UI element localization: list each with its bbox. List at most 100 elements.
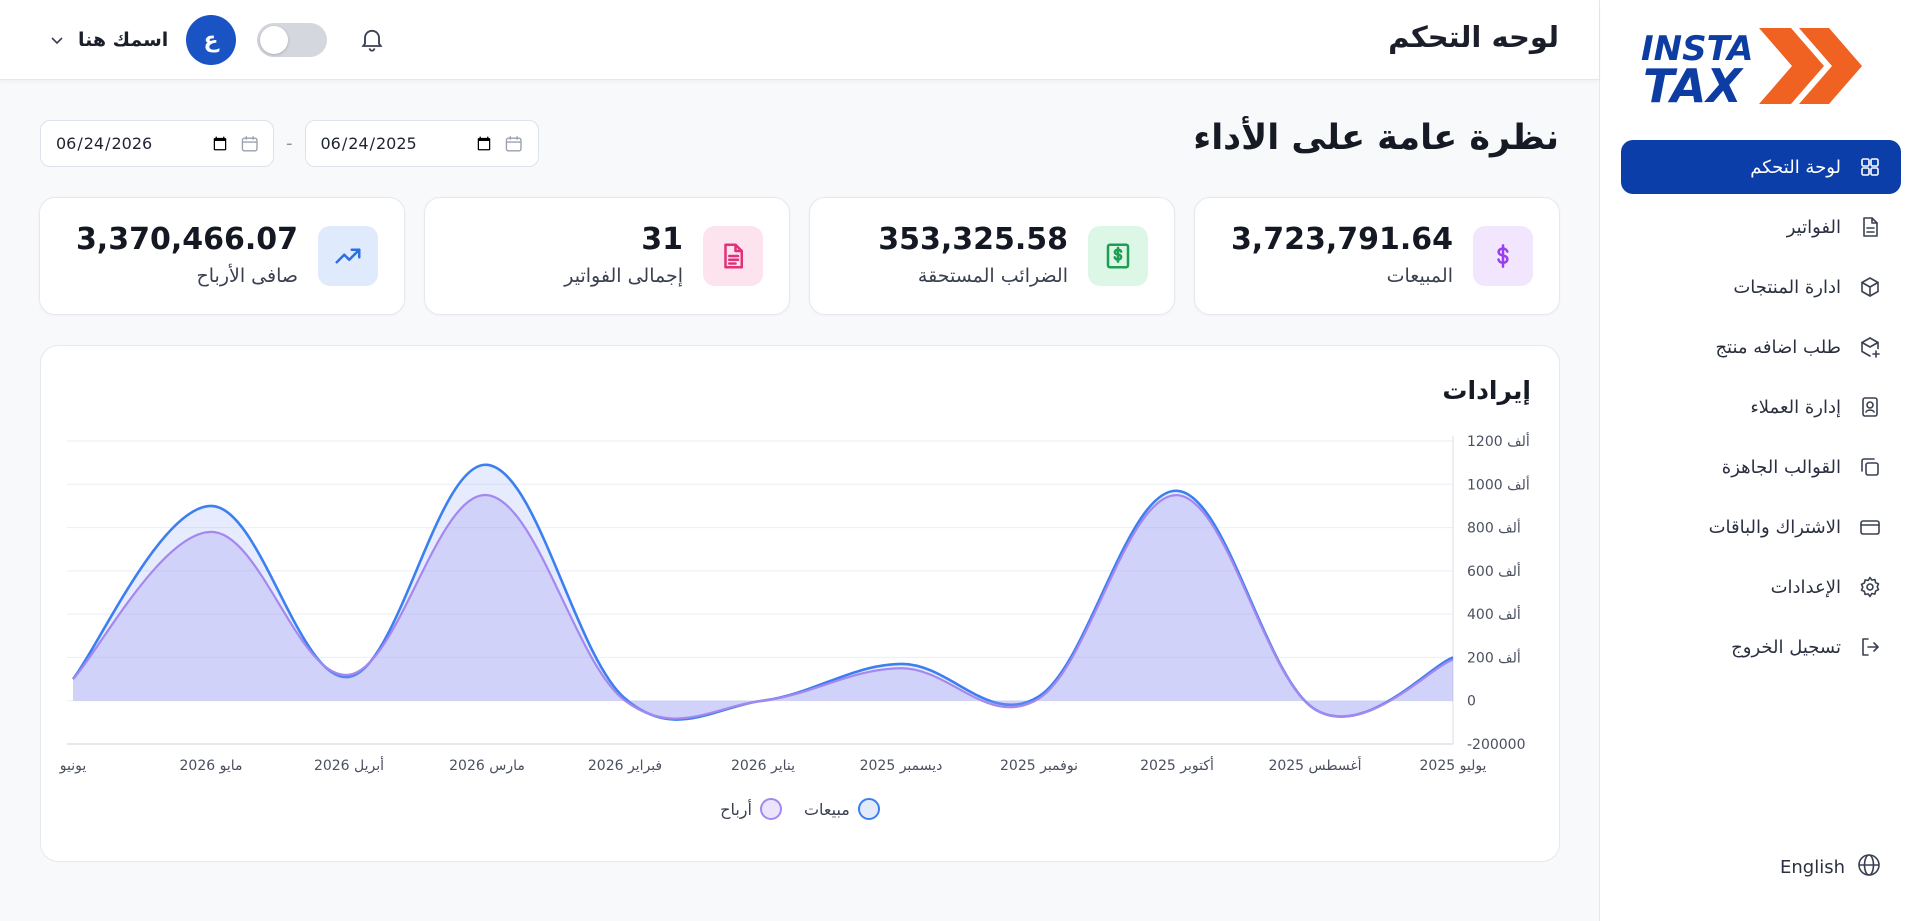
chevron-down-icon <box>51 37 63 45</box>
logo-text-tax: TAX <box>1643 59 1744 110</box>
language-switch[interactable]: English <box>1780 853 1881 881</box>
stat-card-1: 353,325.58 الضرائب المستحقة <box>809 197 1175 315</box>
page-title: لوحه التحكم <box>1388 20 1559 54</box>
stat-card-3: 3,370,466.07 صافى الأرباح <box>39 197 405 315</box>
x-tick-label: أكتوبر 2025 <box>1140 756 1214 774</box>
sidebar-item-label: طلب اضافه منتج <box>1715 336 1841 358</box>
theme-toggle[interactable] <box>257 23 327 57</box>
bell-icon[interactable] <box>358 25 386 53</box>
logout-icon <box>1857 634 1883 660</box>
x-tick-label: يوليو 2025 <box>1420 758 1487 774</box>
y-tick-label: 200 ألف <box>1467 648 1521 666</box>
date-to-field[interactable] <box>40 120 274 167</box>
date-from-input[interactable] <box>319 133 495 154</box>
sidebar-nav: لوحة التحكم الفواتير ادارة المنتجات طلب اضا… <box>1621 140 1901 680</box>
user-name: اسمك هنا <box>78 29 169 51</box>
y-tick-label: 0 <box>1467 694 1476 710</box>
user-menu[interactable]: اسمك هنا <box>50 15 168 65</box>
instatax-logo[interactable]: INSTA TAX <box>1639 26 1889 110</box>
series-area-0 <box>73 464 1453 720</box>
stat-label: المبيعات <box>1386 265 1453 287</box>
date-from-field[interactable] <box>304 120 539 167</box>
sidebar-item-3[interactable]: طلب اضافه منتج <box>1621 320 1901 374</box>
legend-label: مبيعات <box>803 799 850 819</box>
sidebar-item-label: الفواتير <box>1786 216 1841 238</box>
gear-icon <box>1857 574 1883 600</box>
x-tick-label: أغسطس 2025 <box>1268 756 1361 774</box>
stat-value: 3,723,791.64 <box>1230 222 1453 257</box>
legend-label: أرباح <box>720 799 752 819</box>
sidebar-item-label: ادارة المنتجات <box>1733 276 1841 298</box>
x-tick-label: مارس 2026 <box>449 758 525 774</box>
language-label: English <box>1780 856 1845 878</box>
toggle-knob <box>260 26 288 54</box>
contact-icon <box>1857 394 1883 420</box>
logo-text-insta: INSTA <box>1641 29 1753 69</box>
box-icon <box>1857 274 1883 300</box>
overview-heading: نظرة عامة على الأداء <box>1193 118 1559 158</box>
chart-legend: مبيعات أرباح <box>41 798 1559 820</box>
stat-value: 3,370,466.07 <box>75 222 298 257</box>
y-tick-label: 1200 ألف <box>1467 432 1530 450</box>
sidebar: INSTA TAX لوحة التحكم الفواتير ادارة المنت… <box>1599 0 1919 921</box>
revenue-chart-card: إيرادات 1200 ألف 1000 ألف 800 ألف 600 ألف 40… <box>40 345 1560 862</box>
x-tick-label: يونيو <box>59 758 87 774</box>
legend-swatch <box>759 798 782 820</box>
x-tick-label: نوفمبر 2025 <box>1000 758 1078 774</box>
card-icon <box>1857 514 1883 540</box>
legend-item-1[interactable]: أرباح <box>720 798 782 820</box>
sidebar-item-1[interactable]: الفواتير <box>1621 200 1901 254</box>
revenue-chart: 1200 ألف 1000 ألف 800 ألف 600 ألف 400 ألف 200… <box>59 432 1530 774</box>
sidebar-item-8[interactable]: تسجيل الخروج <box>1621 620 1901 674</box>
sidebar-item-label: الاشتراك والباقات <box>1708 516 1841 538</box>
sidebar-item-5[interactable]: القوالب الجاهزة <box>1621 440 1901 494</box>
stat-label: الضرائب المستحقة <box>917 265 1068 287</box>
stat-value: 353,325.58 <box>878 222 1068 257</box>
dollar-icon <box>1473 226 1533 286</box>
series-area-1 <box>73 495 1453 719</box>
file-icon <box>1857 214 1883 240</box>
y-tick-label: 400 ألف <box>1467 605 1521 623</box>
chart-title: إيرادات <box>1442 376 1531 405</box>
date-range: - <box>40 120 539 167</box>
x-tick-label: فبراير 2026 <box>588 758 662 774</box>
date-separator: - <box>286 133 293 154</box>
trend-up-icon <box>318 226 378 286</box>
legend-swatch <box>857 798 880 820</box>
series-line-1 <box>72 493 1454 720</box>
sidebar-item-6[interactable]: الاشتراك والباقات <box>1621 500 1901 554</box>
globe-icon <box>1857 853 1881 881</box>
legend-item-0[interactable]: مبيعات <box>804 798 880 820</box>
avatar[interactable]: ع <box>186 15 236 65</box>
y-tick-label: 600 ألف <box>1467 562 1521 580</box>
x-tick-label: أبريل 2026 <box>314 756 384 774</box>
sidebar-item-label: تسجيل الخروج <box>1731 636 1841 658</box>
stat-cards: 3,723,791.64 المبيعات 353,325.58 الضرائب ال… <box>39 197 1560 315</box>
y-tick-label: 800 ألف <box>1467 519 1521 537</box>
sidebar-item-4[interactable]: إدارة العملاء <box>1621 380 1901 434</box>
copy-icon <box>1857 454 1883 480</box>
box-plus-icon <box>1857 334 1883 360</box>
topbar: لوحه التحكم اسمك هنا ع <box>0 0 1599 80</box>
x-tick-label: ديسمبر 2025 <box>860 758 943 774</box>
calendar-icon <box>241 135 258 151</box>
x-tick-label: يناير 2026 <box>731 758 795 774</box>
date-to-input[interactable] <box>55 133 230 154</box>
sidebar-item-7[interactable]: الإعدادات <box>1621 560 1901 614</box>
stat-label: صافى الأرباح <box>196 265 298 287</box>
y-tick-label: -200000 <box>1467 737 1526 753</box>
receipt-icon <box>1088 226 1148 286</box>
sidebar-item-label: إدارة العملاء <box>1750 396 1841 418</box>
x-tick-label: مايو 2026 <box>180 758 243 774</box>
stat-card-2: 31 إجمالى الفواتير <box>424 197 790 315</box>
stat-card-0: 3,723,791.64 المبيعات <box>1194 197 1560 315</box>
sidebar-item-0[interactable]: لوحة التحكم <box>1621 140 1901 194</box>
sidebar-item-label: لوحة التحكم <box>1750 156 1841 178</box>
stat-label: إجمالى الفواتير <box>564 265 683 287</box>
calendar-icon <box>505 135 522 151</box>
grid-icon <box>1857 154 1883 180</box>
document-icon <box>703 226 763 286</box>
stat-value: 31 <box>641 222 683 257</box>
sidebar-item-label: القوالب الجاهزة <box>1721 456 1841 478</box>
sidebar-item-2[interactable]: ادارة المنتجات <box>1621 260 1901 314</box>
